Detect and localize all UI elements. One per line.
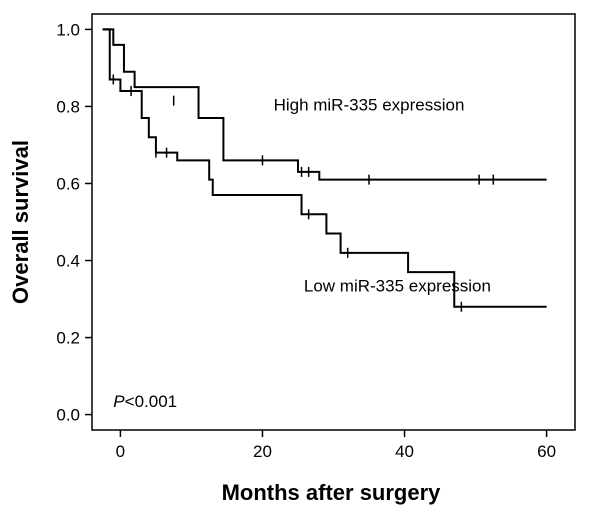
- x-axis-title: Months after surgery: [222, 480, 442, 505]
- y-axis-title: Overall survival: [8, 140, 33, 304]
- x-tick-label: 60: [537, 442, 556, 461]
- series-group: [102, 28, 547, 312]
- series-annotation: Low miR-335 expression: [304, 276, 491, 295]
- y-tick-label: 0.2: [56, 329, 80, 348]
- y-tick-label: 0.0: [56, 406, 80, 425]
- y-tick-label: 0.4: [56, 252, 80, 271]
- x-tick-label: 0: [116, 442, 125, 461]
- annotations: High miR-335 expression Low miR-335 expre…: [274, 95, 491, 295]
- y-tick-label: 0.8: [56, 97, 80, 116]
- survival-curve-low: [102, 28, 547, 308]
- y-tick-label: 0.6: [56, 174, 80, 193]
- x-axis: 0 20 40 60: [116, 430, 556, 461]
- p-value-label: P<0.001: [113, 392, 177, 411]
- x-tick-label: 20: [253, 442, 272, 461]
- y-tick-label: 1.0: [56, 20, 80, 39]
- x-tick-label: 40: [395, 442, 414, 461]
- series-annotation: High miR-335 expression: [274, 95, 465, 114]
- y-axis: 0.0 0.2 0.4 0.6 0.8 1.0: [56, 20, 92, 425]
- plot-frame: [91, 13, 576, 431]
